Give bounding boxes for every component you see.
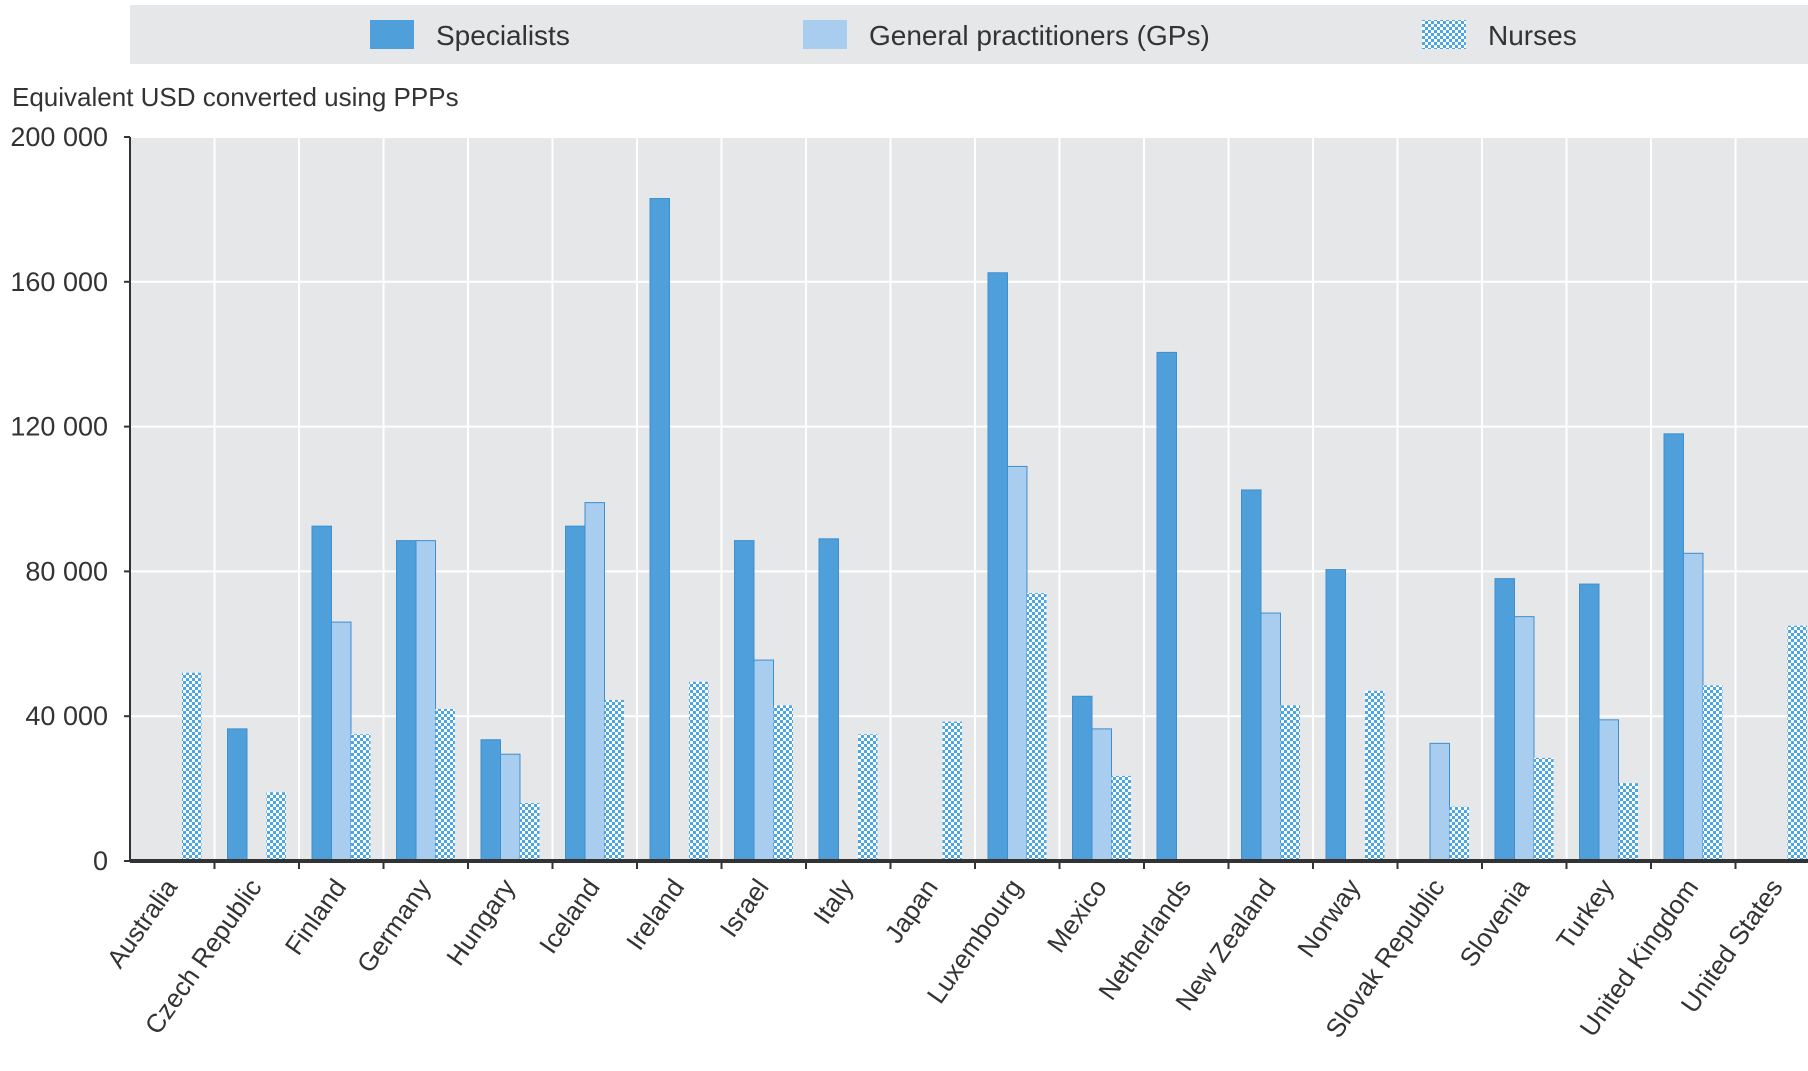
x-tick-label-italy: Italy: [807, 873, 859, 929]
bar-nurses-iceland: [604, 699, 624, 861]
bar-specialists-italy: [818, 538, 839, 862]
bar-specialists-iceland: [565, 525, 586, 862]
bar-general-practitioners-gps-germany: [415, 540, 436, 862]
bar-general-practitioners-gps-israel: [753, 659, 774, 862]
bar-nurses-czech-republic: [266, 792, 286, 861]
axes: [124, 136, 1808, 869]
bar-specialists-new-zealand: [1241, 489, 1262, 862]
bar-nurses-japan: [942, 721, 962, 861]
legend-swatch-specialists: [370, 20, 414, 49]
bar-nurses-turkey: [1618, 783, 1638, 861]
bar-general-practitioners-gps-finland: [331, 621, 352, 862]
bar-nurses-slovak-republic: [1449, 806, 1469, 861]
y-tick-label: 0: [93, 846, 108, 876]
x-tick-label-ireland: Ireland: [620, 873, 690, 955]
bar-general-practitioners-gps-mexico: [1091, 728, 1112, 862]
bar-general-practitioners-gps-luxembourg: [1007, 465, 1028, 862]
plot-area: [130, 137, 1808, 861]
bar-nurses-united-kingdom: [1703, 685, 1723, 861]
legend-label-general-practitioners-gps: General practitioners (GPs): [869, 20, 1210, 51]
bar-nurses-slovenia: [1534, 757, 1554, 861]
x-tick-label-japan: Japan: [878, 873, 943, 948]
bar-specialists-norway: [1325, 569, 1346, 862]
bar-general-practitioners-gps-united-kingdom: [1683, 552, 1704, 862]
bar-nurses-germany: [435, 708, 455, 861]
bar-nurses-israel: [773, 705, 793, 861]
y-tick-label: 80 000: [25, 556, 108, 586]
bar-general-practitioners-gps-slovenia: [1514, 616, 1535, 862]
bar-nurses-australia: [182, 672, 202, 861]
bar-general-practitioners-gps-hungary: [500, 753, 521, 862]
x-tick-label-slovenia: Slovenia: [1453, 873, 1535, 972]
bar-nurses-ireland: [689, 681, 709, 861]
bar-specialists-turkey: [1579, 583, 1600, 862]
legend-swatch-general-practitioners-gps: [803, 20, 847, 49]
bar-specialists-israel: [734, 540, 755, 862]
bar-nurses-new-zealand: [1280, 705, 1300, 861]
bars: [182, 198, 1807, 862]
bar-general-practitioners-gps-turkey: [1598, 719, 1619, 862]
bar-specialists-united-kingdom: [1663, 433, 1684, 862]
legend-label-nurses: Nurses: [1488, 20, 1577, 51]
bar-nurses-finland: [351, 734, 371, 861]
bar-specialists-netherlands: [1156, 351, 1177, 862]
legend-label-specialists: Specialists: [436, 20, 570, 51]
legend-swatch-nurses: [1422, 20, 1466, 49]
bar-general-practitioners-gps-new-zealand: [1260, 612, 1281, 862]
bar-specialists-finland: [311, 525, 332, 862]
y-axis-label: Equivalent USD converted using PPPs: [12, 82, 459, 112]
bar-nurses-hungary: [520, 803, 540, 861]
y-tick-label: 40 000: [25, 701, 108, 731]
x-tick-label-iceland: Iceland: [533, 873, 606, 959]
y-tick-label: 160 000: [10, 267, 108, 297]
bar-general-practitioners-gps-iceland: [584, 502, 605, 862]
x-tick-label-israel: Israel: [714, 873, 775, 942]
bar-specialists-ireland: [649, 198, 670, 862]
bar-nurses-united-states: [1787, 625, 1807, 861]
x-tick-label-norway: Norway: [1291, 873, 1366, 962]
bar-specialists-mexico: [1072, 695, 1093, 862]
bar-nurses-norway: [1365, 690, 1385, 861]
bar-general-practitioners-gps-slovak-republic: [1429, 742, 1450, 862]
x-tick-label-germany: Germany: [351, 873, 437, 978]
bar-specialists-czech-republic: [227, 728, 248, 862]
bar-specialists-luxembourg: [987, 272, 1008, 862]
x-tick-label-turkey: Turkey: [1550, 873, 1620, 955]
x-tick-label-mexico: Mexico: [1041, 873, 1113, 958]
y-tick-label: 200 000: [10, 122, 108, 152]
bar-specialists-hungary: [480, 739, 501, 862]
bar-nurses-italy: [858, 734, 878, 861]
x-tick-label-australia: Australia: [101, 873, 184, 974]
bar-specialists-germany: [396, 540, 417, 862]
y-tick-labels: 0 40 000 80 000 120 000 160 000 200 000: [10, 122, 108, 876]
bar-nurses-luxembourg: [1027, 593, 1047, 861]
legend: Specialists General practitioners (GPs) Nu…: [370, 20, 1577, 51]
x-tick-label-hungary: Hungary: [440, 873, 521, 971]
bar-nurses-mexico: [1111, 775, 1131, 861]
x-tick-label-finland: Finland: [279, 873, 352, 960]
bar-specialists-slovenia: [1494, 578, 1515, 862]
y-tick-label: 120 000: [10, 412, 108, 442]
